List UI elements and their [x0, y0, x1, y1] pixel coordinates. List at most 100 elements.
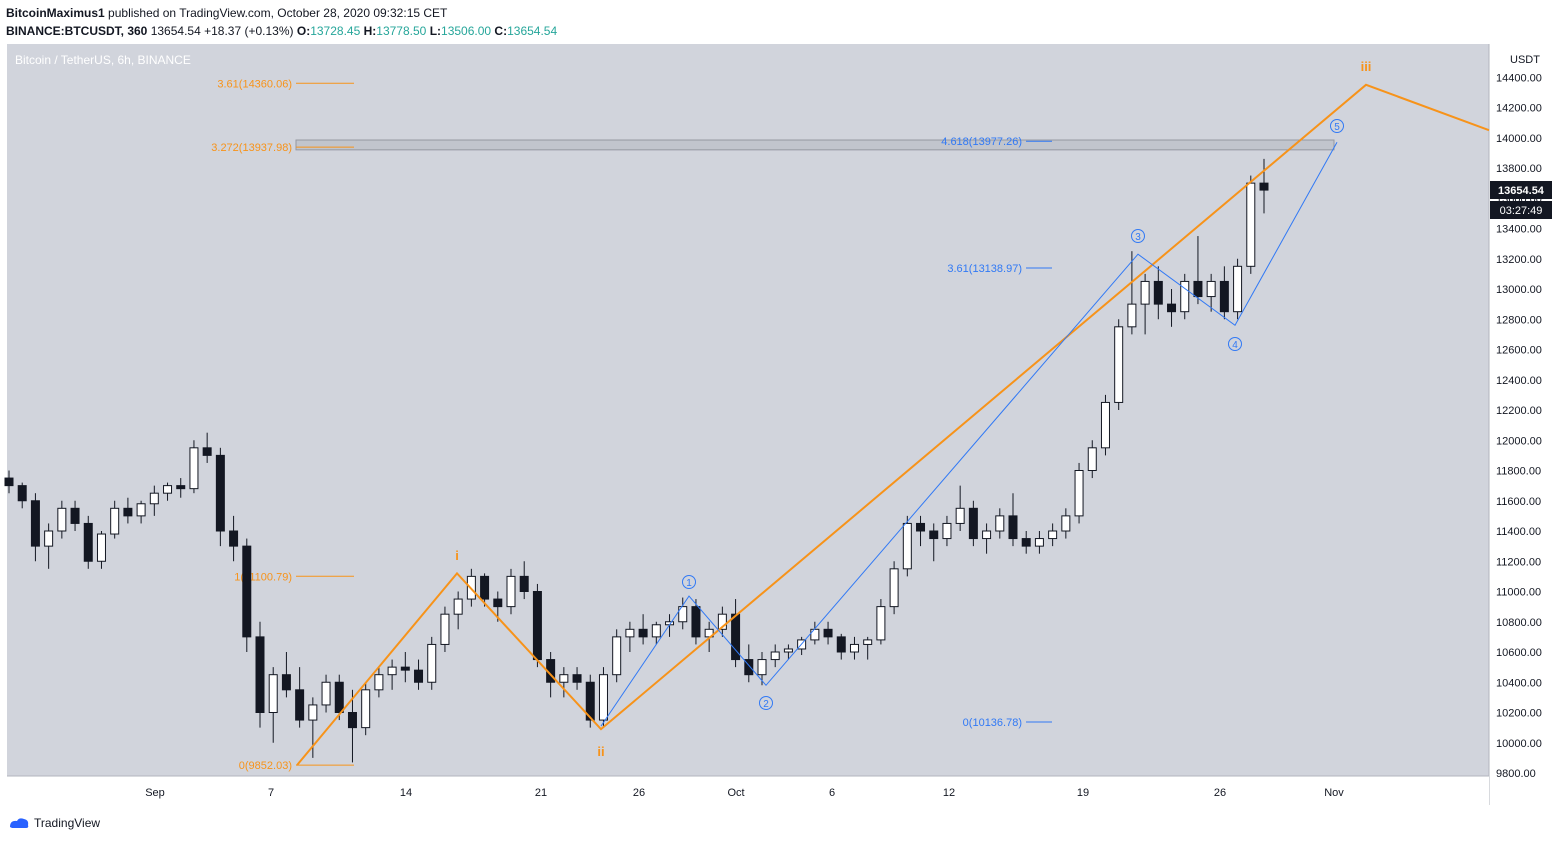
high-label: H:	[363, 24, 377, 38]
author-name[interactable]: BitcoinMaximus1	[6, 6, 105, 20]
wave-circle-1	[682, 575, 696, 589]
last-price-marker	[1490, 181, 1552, 200]
y-tick-label: 10600.00	[1496, 647, 1542, 659]
brand-label: TradingView	[34, 816, 101, 830]
wave-label-ii: ii	[597, 744, 604, 759]
candle-body	[189, 447, 199, 490]
candle-body	[136, 503, 146, 517]
y-tick-label: 10200.00	[1496, 708, 1542, 720]
y-tick-label: 11000.00	[1496, 587, 1541, 599]
ohlc-line: BINANCE:BTCUSDT, 360 13654.54 +18.37 (+0…	[6, 22, 557, 40]
candle-body	[849, 643, 859, 653]
tradingview-logo-icon	[10, 818, 29, 828]
candle-body	[1008, 515, 1018, 540]
x-tick-label: Nov	[1324, 787, 1344, 799]
candle-body	[823, 628, 833, 638]
close-label: C:	[494, 24, 508, 38]
candle-body	[916, 522, 926, 532]
candle-body	[30, 500, 40, 547]
candle-body	[255, 636, 265, 713]
candle-body	[1100, 401, 1110, 449]
candle-body	[1167, 303, 1177, 313]
candle-body	[400, 666, 410, 671]
candle-body	[17, 485, 27, 502]
wave-circle-4	[1228, 337, 1242, 351]
candle-body	[268, 674, 278, 713]
x-tick-label: 26	[633, 787, 645, 799]
candle-body	[1246, 182, 1256, 267]
y-tick-label: 11400.00	[1496, 526, 1541, 538]
candle-body	[281, 674, 291, 691]
candle-body	[480, 575, 490, 600]
candle-body	[1180, 280, 1190, 313]
candle-body	[532, 591, 542, 661]
candle-body	[1127, 303, 1137, 328]
price-axis-panel	[1489, 44, 1562, 776]
y-unit-label: USDT	[1510, 54, 1540, 66]
candle-body	[651, 624, 661, 638]
candle-body	[770, 651, 780, 661]
candle-body	[202, 447, 212, 456]
fib-orange-label: 3.61(14360.06)	[217, 78, 292, 90]
candle-body	[1206, 280, 1216, 298]
candle-body	[123, 507, 133, 517]
candle-body	[453, 598, 463, 615]
x-tick-label: Oct	[727, 787, 744, 799]
candle-body	[744, 659, 754, 676]
candle-body	[863, 639, 873, 645]
y-tick-label: 13400.00	[1496, 224, 1542, 236]
candle-body	[1087, 447, 1097, 471]
price-change: +18.37 (+0.13%)	[204, 24, 294, 38]
x-tick-label: 26	[1214, 787, 1226, 799]
candle-body	[163, 485, 173, 494]
candle-body	[612, 636, 622, 676]
y-tick-label: 13800.00	[1496, 163, 1542, 175]
chart-title: Bitcoin / TetherUS, 6h, BINANCE	[15, 53, 191, 67]
candle-body	[810, 628, 820, 641]
chart-header: BitcoinMaximus1 published on TradingView…	[6, 4, 557, 40]
low-label: L:	[429, 24, 442, 38]
close-value: 13654.54	[507, 24, 558, 38]
wave-label-1: 1	[686, 578, 692, 589]
y-tick-label: 10800.00	[1496, 617, 1542, 629]
candle-body	[638, 628, 648, 638]
fib-blue-label: 3.61(13138.97)	[947, 263, 1022, 275]
wave-circle-3	[1131, 229, 1145, 243]
candle-body	[929, 530, 939, 540]
candle-body	[691, 606, 701, 638]
x-tick-label: 21	[535, 787, 547, 799]
candle-body	[1233, 265, 1243, 313]
candle-body	[361, 689, 371, 729]
wave-circle-2	[759, 696, 773, 710]
candle-body	[678, 606, 688, 623]
time-axis-panel	[7, 776, 1489, 805]
candle-body	[1153, 280, 1163, 305]
y-tick-label: 12400.00	[1496, 375, 1542, 387]
candle-body	[4, 477, 14, 487]
candle-body	[572, 674, 582, 683]
fib-orange-label: 3.272(13937.98)	[211, 142, 292, 154]
candle-body	[387, 666, 397, 676]
candle-body	[242, 545, 252, 638]
candle-body	[955, 507, 965, 524]
candle-body	[1074, 470, 1084, 517]
candle-body	[229, 530, 239, 547]
candle-body	[902, 522, 912, 570]
candle-body	[942, 522, 952, 540]
y-tick-label: 11200.00	[1496, 556, 1541, 568]
wave-label-4: 4	[1232, 340, 1238, 351]
y-tick-label: 10400.00	[1496, 677, 1542, 689]
fib-blue-label: 4.618(13977.26)	[941, 136, 1022, 148]
plot-background	[7, 44, 1489, 776]
wave-label-2: 2	[763, 699, 769, 710]
candle-body	[321, 681, 331, 706]
y-tick-label: 12000.00	[1496, 435, 1542, 447]
y-tick-label: 13000.00	[1496, 284, 1542, 296]
candle-body	[295, 689, 305, 721]
candle-body	[1048, 530, 1058, 540]
candle-body	[506, 575, 516, 608]
publish-line: BitcoinMaximus1 published on TradingView…	[6, 4, 557, 22]
candle-body	[176, 485, 186, 490]
